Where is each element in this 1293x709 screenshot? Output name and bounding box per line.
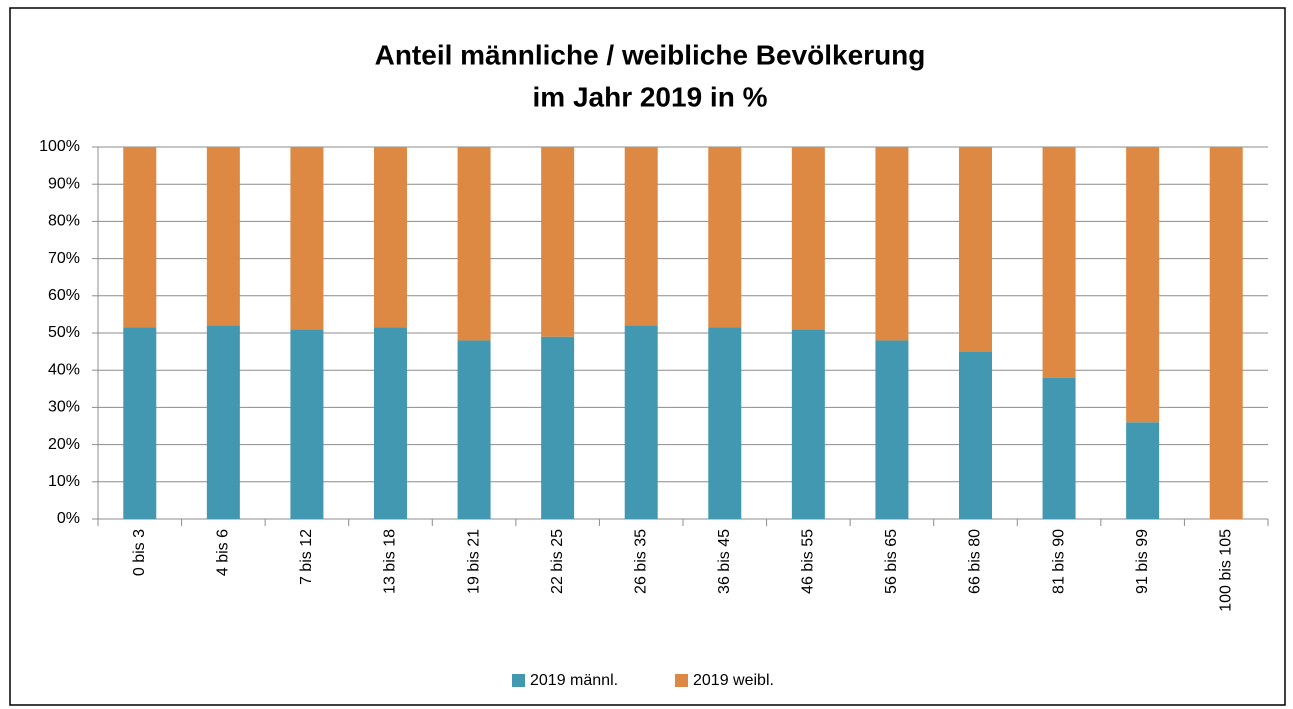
y-tick-label: 40% — [48, 361, 80, 378]
chart-title: Anteil männliche / weibliche Bevölkerung — [375, 39, 926, 70]
x-tick-label: 4 bis 6 — [215, 529, 232, 576]
bar-segment — [541, 336, 575, 519]
bar-segment — [457, 340, 491, 519]
x-tick-label: 66 bis 80 — [967, 529, 984, 594]
bar-segment — [206, 325, 240, 519]
x-tick-label: 100 bis 105 — [1217, 529, 1234, 612]
y-tick-label: 100% — [39, 138, 80, 155]
bar-segment — [875, 340, 909, 519]
x-tick-label: 26 bis 35 — [632, 529, 649, 594]
bar-segment — [1126, 422, 1160, 519]
legend-swatch — [675, 674, 688, 687]
bar-segment — [123, 147, 157, 328]
y-tick-label: 70% — [48, 250, 80, 267]
bar-segment — [875, 147, 909, 341]
bar-segment — [374, 147, 407, 328]
y-tick-label: 90% — [48, 175, 80, 192]
x-tick-label: 46 bis 55 — [800, 529, 817, 594]
bar-segment — [290, 147, 324, 330]
y-tick-label: 60% — [48, 287, 80, 304]
bar-segment — [1042, 147, 1076, 378]
bar-segment — [708, 147, 742, 328]
bar-segment — [624, 147, 658, 326]
legend-swatch — [512, 674, 525, 687]
y-tick-label: 50% — [48, 324, 80, 341]
bar-segment — [123, 327, 157, 519]
bar-segment — [457, 147, 491, 341]
bar-segment — [541, 147, 575, 337]
x-tick-label: 56 bis 65 — [883, 529, 900, 594]
bar-segment — [1126, 147, 1160, 423]
chart-title: im Jahr 2019 in % — [532, 81, 767, 112]
x-tick-label: 22 bis 25 — [549, 529, 566, 594]
bar-segment — [290, 329, 324, 519]
x-tick-label: 13 bis 18 — [382, 529, 399, 594]
bar-segment — [959, 351, 992, 519]
x-tick-label: 0 bis 3 — [131, 529, 148, 576]
legend-label: 2019 männl. — [530, 672, 618, 689]
legend-label: 2019 weibl. — [693, 672, 774, 689]
x-tick-label: 91 bis 99 — [1134, 529, 1151, 594]
x-tick-label: 7 bis 12 — [298, 529, 315, 585]
bar-segment — [206, 147, 240, 326]
bar-segment — [791, 147, 825, 330]
y-tick-label: 30% — [48, 399, 80, 416]
x-tick-label: 81 bis 90 — [1050, 529, 1067, 594]
bar-segment — [708, 327, 742, 519]
y-tick-label: 0% — [57, 510, 80, 527]
bar-segment — [1042, 377, 1076, 519]
bar-segment — [624, 325, 658, 519]
bar-segment — [959, 147, 992, 352]
bar-segment — [1209, 147, 1243, 519]
bar-segment — [374, 327, 407, 519]
bar-segment — [791, 329, 825, 519]
x-tick-label: 36 bis 45 — [716, 529, 733, 594]
y-tick-label: 80% — [48, 213, 80, 230]
y-tick-label: 10% — [48, 473, 80, 490]
x-tick-label: 19 bis 21 — [465, 529, 482, 594]
y-tick-label: 20% — [48, 436, 80, 453]
